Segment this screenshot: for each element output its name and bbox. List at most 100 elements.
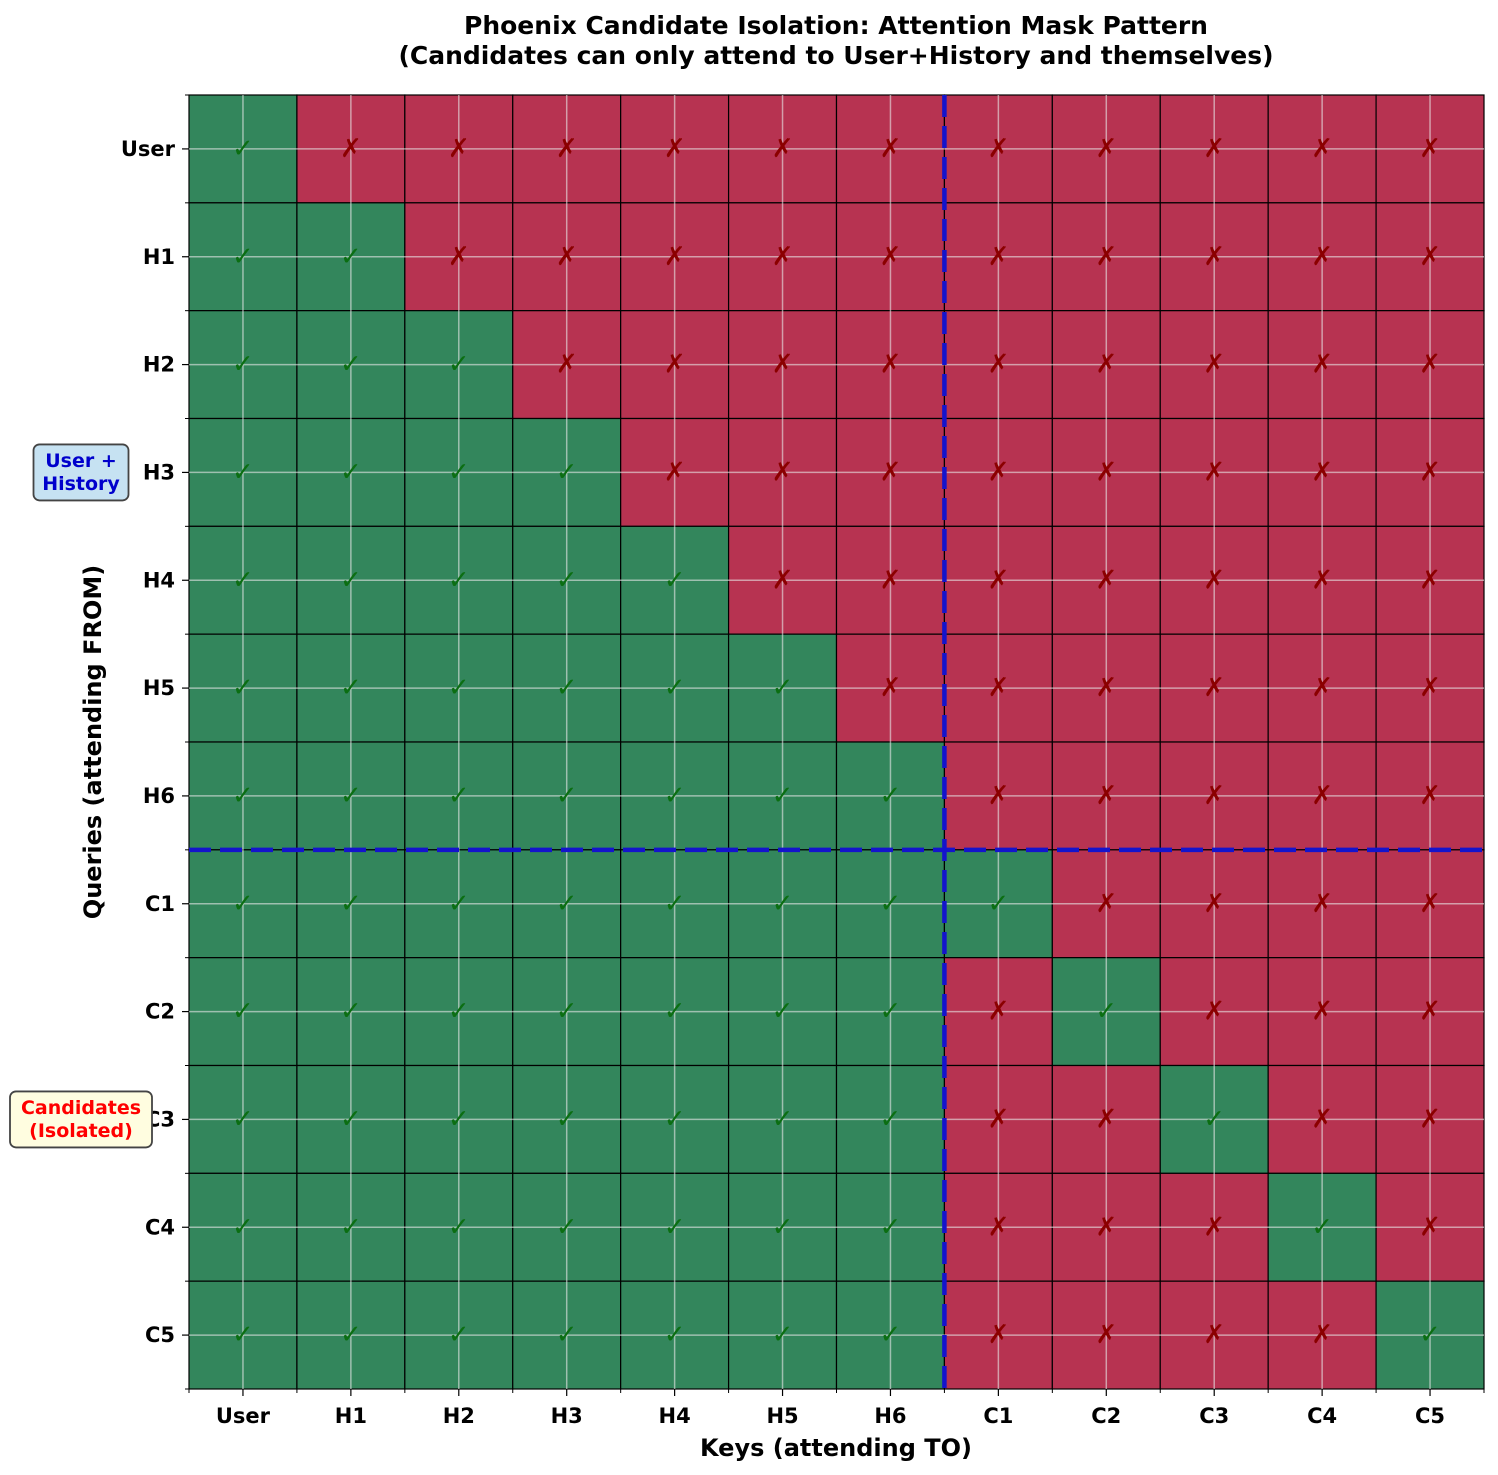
blocked-mark: ✗ [880,134,902,164]
blocked-mark: ✗ [1203,781,1225,811]
blocked-mark: ✗ [664,242,686,272]
allowed-mark: ✓ [448,673,470,703]
blocked-mark: ✗ [772,565,794,595]
allowed-mark: ✓ [664,889,686,919]
x-tick-label: C4 [1307,1404,1337,1428]
allowed-mark: ✓ [1419,1320,1441,1350]
allowed-mark: ✓ [1095,997,1117,1027]
allowed-mark: ✓ [448,1212,470,1242]
allowed-mark: ✓ [772,781,794,811]
blocked-mark: ✗ [1311,565,1333,595]
y-tick-label: User [121,137,176,161]
allowed-mark: ✓ [448,1320,470,1350]
allowed-mark: ✓ [340,350,362,380]
allowed-mark: ✓ [664,1212,686,1242]
blocked-mark: ✗ [880,457,902,487]
allowed-mark: ✓ [880,1212,902,1242]
y-tick-label: H4 [143,568,175,592]
blocked-mark: ✗ [1095,134,1117,164]
blocked-mark: ✗ [987,565,1009,595]
blocked-mark: ✗ [987,457,1009,487]
allowed-mark: ✓ [987,889,1009,919]
x-tick-label: H3 [551,1404,583,1428]
y-tick-label: H6 [143,784,175,808]
blocked-mark: ✗ [1311,997,1333,1027]
blocked-mark: ✗ [987,1320,1009,1350]
blocked-mark: ✗ [1203,565,1225,595]
blocked-mark: ✗ [987,242,1009,272]
heatmap-cells [188,94,1485,1390]
blocked-mark: ✗ [1311,889,1333,919]
blocked-mark: ✗ [1095,1104,1117,1134]
allowed-mark: ✓ [772,997,794,1027]
blocked-mark: ✗ [556,350,578,380]
blocked-mark: ✗ [1419,565,1441,595]
x-tick-label: H4 [659,1404,691,1428]
blocked-mark: ✗ [1311,1320,1333,1350]
group-label: Candidates(Isolated) [9,1090,153,1149]
group-label-box [32,443,130,502]
blocked-mark: ✗ [987,673,1009,703]
blocked-mark: ✗ [1419,673,1441,703]
blocked-mark: ✗ [664,350,686,380]
blocked-mark: ✗ [1203,1212,1225,1242]
y-tick-label: H5 [143,676,175,700]
group-label: User +History [32,443,130,502]
allowed-mark: ✓ [340,1104,362,1134]
blocked-mark: ✗ [1095,1320,1117,1350]
blocked-mark: ✗ [340,134,362,164]
allowed-mark: ✓ [232,673,254,703]
allowed-mark: ✓ [556,889,578,919]
blocked-mark: ✗ [1419,1212,1441,1242]
blocked-mark: ✗ [772,242,794,272]
allowed-mark: ✓ [232,350,254,380]
allowed-mark: ✓ [664,781,686,811]
allowed-mark: ✓ [772,1212,794,1242]
group-label-text: User + [45,450,117,472]
allowed-mark: ✓ [880,781,902,811]
allowed-mark: ✓ [664,565,686,595]
blocked-mark: ✗ [987,134,1009,164]
heatmap-marks: ✓ ✗ ✗ ✗ ✗ ✗ ✗ ✗ ✗ ✗ ✗ ✗ ✓ ✓ ✗ ✗ ✗ ✗ ✗ ✗ ✗ ✗ ✗ ✗ ✓ ✓ ✓ ✗ ✗ ✗ ✗ ✗ ✗ ✗ ✗ ✗ ✓ ✓ ✓ ✓… [232,134,1441,1350]
blocked-mark: ✗ [1203,997,1225,1027]
allowed-mark: ✓ [556,1212,578,1242]
blocked-mark: ✗ [1095,1212,1117,1242]
allowed-mark: ✓ [448,1104,470,1134]
x-tick-label: H2 [443,1404,475,1428]
blocked-mark: ✗ [1095,242,1117,272]
blocked-mark: ✗ [1095,457,1117,487]
allowed-mark: ✓ [232,457,254,487]
blocked-mark: ✗ [1419,781,1441,811]
blocked-mark: ✗ [1311,242,1333,272]
allowed-mark: ✓ [1311,1212,1333,1242]
blocked-mark: ✗ [556,242,578,272]
allowed-mark: ✓ [340,1320,362,1350]
group-label-text: (Isolated) [29,1120,133,1142]
allowed-mark: ✓ [880,889,902,919]
allowed-mark: ✓ [664,1320,686,1350]
blocked-mark: ✗ [1419,242,1441,272]
blocked-mark: ✗ [1203,889,1225,919]
blocked-mark: ✗ [1095,673,1117,703]
blocked-mark: ✗ [1419,997,1441,1027]
allowed-mark: ✓ [232,889,254,919]
allowed-mark: ✓ [340,457,362,487]
allowed-mark: ✓ [664,1104,686,1134]
blocked-mark: ✗ [1095,889,1117,919]
blocked-mark: ✗ [1419,457,1441,487]
allowed-mark: ✓ [556,565,578,595]
y-tick-label: C1 [145,892,175,916]
blocked-mark: ✗ [772,457,794,487]
blocked-mark: ✗ [448,242,470,272]
x-tick-label: C3 [1199,1404,1229,1428]
blocked-mark: ✗ [1419,350,1441,380]
allowed-mark: ✓ [232,1212,254,1242]
x-axis-label: Keys (attending TO) [700,1434,972,1462]
blocked-mark: ✗ [987,997,1009,1027]
chart-subtitle: (Candidates can only attend to User+Hist… [398,41,1273,70]
allowed-mark: ✓ [232,134,254,164]
blocked-mark: ✗ [1203,242,1225,272]
allowed-mark: ✓ [448,889,470,919]
y-axis-label: Queries (attending FROM) [79,565,107,919]
